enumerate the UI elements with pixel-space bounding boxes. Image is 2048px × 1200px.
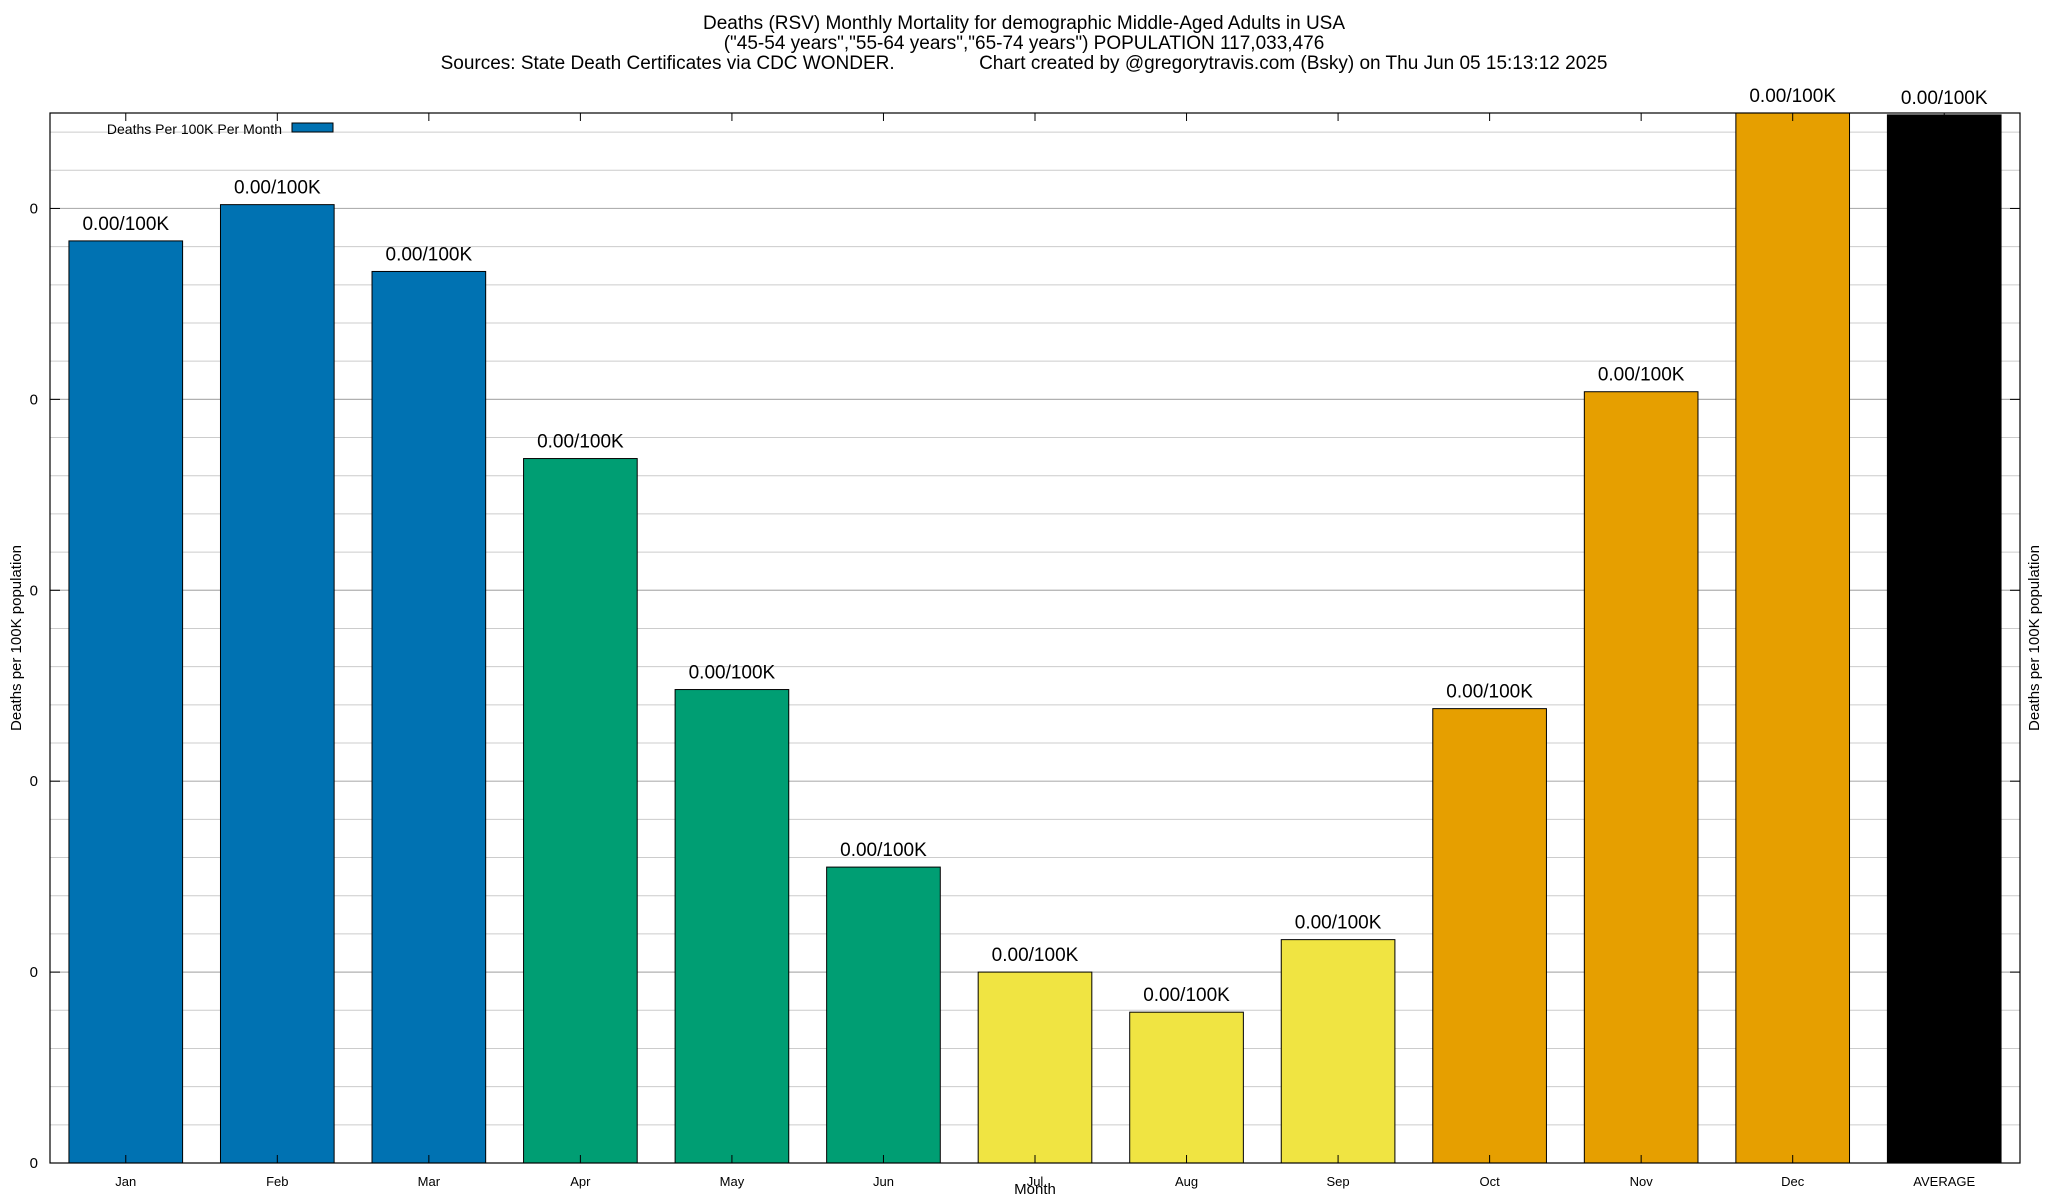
bar-dec [1735,112,1851,1164]
data-label: 0.00/100K [689,663,776,684]
y-tick-label: 0 [30,964,38,981]
x-tick-label: Dec [1781,1174,1805,1189]
data-label: 0.00/100K [1901,88,1988,109]
chart-subtitle: ("45-54 years","55-64 years","65-74 year… [723,33,1325,54]
data-label: 0.00/100K [234,178,321,199]
data-label: 0.00/100K [1143,985,1230,1006]
bar-average [1886,114,2002,1164]
y-tick-label: 0 [30,773,38,790]
data-label: 0.00/100K [82,214,169,235]
legend-swatch [291,122,334,133]
data-label: 0.00/100K [992,945,1079,966]
data-label: 0.00/100K [1749,86,1836,107]
bar-jul [977,971,1093,1164]
bar-nov [1583,391,1699,1164]
bar-sep [1280,939,1396,1164]
bar-jan [68,240,184,1164]
x-tick-label: Jun [873,1174,894,1189]
chart-title: Deaths (RSV) Monthly Mortality for demog… [702,13,1346,34]
x-tick-label: Feb [266,1174,288,1189]
chart-title-block: Deaths (RSV) Monthly Mortality for demog… [0,14,2048,74]
plot-frame [49,112,2021,1164]
y-axis-title: Deaths per 100K population [8,545,25,731]
data-label: 0.00/100K [1295,913,1382,934]
bar-feb [219,204,335,1164]
chart-sources: Sources: State Death Certificates via CD… [440,53,1608,74]
bar-may [674,689,790,1164]
x-tick-label: Oct [1479,1174,1500,1189]
bar-aug [1129,1011,1244,1164]
bar-oct [1432,708,1547,1164]
data-label: 0.00/100K [537,432,624,453]
x-tick-label: Nov [1630,1174,1654,1189]
legend-label: Deaths Per 100K Per Month [107,121,282,137]
data-label: 0.00/100K [840,840,927,861]
x-tick-label: Mar [418,1174,441,1189]
bar-jun [826,866,941,1164]
x-tick-label: Apr [570,1174,591,1189]
x-tick-label: Aug [1175,1174,1198,1189]
x-tick-label: AVERAGE [1913,1174,1975,1189]
y-tick-label: 0 [30,391,38,408]
x-tick-label: Jul [1027,1174,1044,1189]
x-axis-title: Month [1014,1181,1056,1198]
x-tick-label: Sep [1327,1174,1350,1189]
y-tick-label: 0 [30,1155,38,1172]
y-tick-label: 0 [30,200,38,217]
x-tick-label: Jan [115,1174,136,1189]
data-label: 0.00/100K [1598,365,1685,386]
y-tick-label: 0 [30,582,38,599]
y2-axis-title: Deaths per 100K population [2026,545,2043,731]
bar-mar [371,270,487,1164]
x-tick-label: May [720,1174,745,1189]
data-label: 0.00/100K [386,244,473,265]
data-label: 0.00/100K [1446,682,1533,703]
bar-apr [523,458,638,1164]
